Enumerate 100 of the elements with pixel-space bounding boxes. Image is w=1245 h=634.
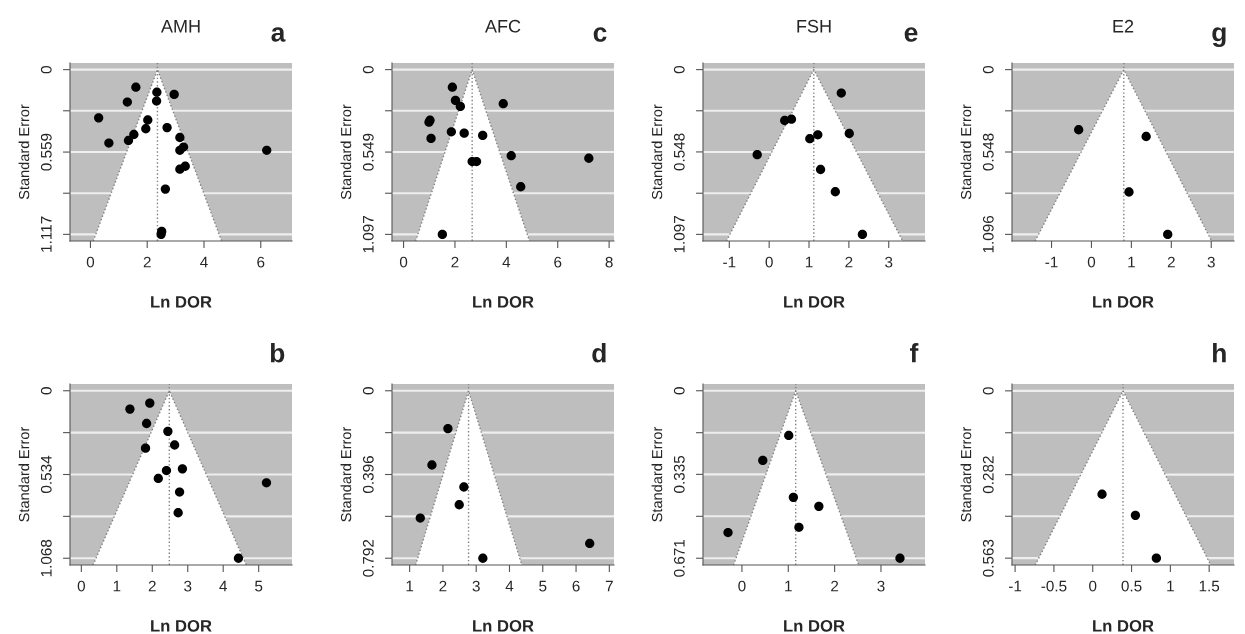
x-tick-label: 0 (1087, 256, 1096, 268)
point (163, 426, 173, 437)
x-tick-label: 1 (113, 580, 121, 592)
point (177, 464, 188, 474)
y-axis-title: Standard Error (960, 104, 972, 200)
point (145, 398, 155, 408)
x-tick-label: 0 (765, 256, 773, 268)
x-tick-label: 2 (845, 256, 853, 268)
x-tick-label: 4 (502, 256, 511, 268)
y-tick-label: 0 (40, 387, 52, 395)
text: h (1213, 343, 1226, 363)
x-tick-label: 4 (505, 580, 514, 592)
point (125, 404, 135, 414)
point (857, 229, 868, 240)
point (122, 97, 132, 107)
y-tick-label: 0.396 (362, 456, 374, 494)
point (175, 132, 185, 143)
point (160, 184, 171, 194)
point (1074, 125, 1084, 135)
point (437, 229, 448, 240)
point (788, 492, 799, 502)
y-tick-label: 0.282 (982, 456, 994, 494)
point (459, 128, 469, 138)
y-tick-label: 0 (982, 387, 994, 395)
y-axis-title: Standard Error (960, 426, 972, 522)
point (415, 513, 425, 523)
x-tick-label: 1 (805, 256, 813, 268)
point (815, 164, 826, 175)
point (1097, 489, 1107, 499)
chart-title: E2 (1113, 19, 1134, 33)
point (426, 133, 436, 144)
y-tick-label: 0 (362, 65, 374, 74)
point (443, 423, 453, 434)
x-tick-label: 2 (1167, 256, 1175, 268)
point (836, 88, 846, 98)
x-tick-label: 4 (200, 256, 208, 268)
point (129, 129, 139, 140)
point (813, 130, 823, 140)
point (830, 187, 840, 197)
point (131, 82, 141, 92)
x-axis-title: Ln DOR (473, 619, 534, 632)
point (498, 99, 508, 109)
point (455, 101, 466, 112)
y-axis-title: Standard Error (651, 104, 663, 200)
x-tick-label: 0 (738, 580, 746, 592)
point (585, 538, 595, 549)
x-axis-title: Ln DOR (784, 295, 845, 308)
y-tick-label: 0.563 (982, 539, 994, 577)
text: g (1212, 27, 1226, 47)
x-tick-label: 8 (605, 256, 613, 268)
x-axis-title: Ln DOR (1093, 295, 1154, 308)
text: a (271, 27, 286, 42)
y-tick-label: 0.559 (40, 133, 52, 171)
chart-title: FSH (797, 19, 831, 33)
point (758, 455, 768, 466)
y-tick-label: 1.068 (40, 539, 52, 577)
text: d (592, 343, 606, 363)
point (506, 151, 516, 161)
text: e (904, 27, 918, 42)
x-tick-label: 3 (877, 580, 885, 592)
point (123, 135, 134, 146)
x-tick-label: 6 (554, 256, 562, 268)
point (450, 95, 461, 106)
point (478, 130, 488, 141)
x-tick-label: 2 (143, 256, 151, 268)
y-axis-title: Standard Error (651, 426, 663, 522)
x-axis-title: Ln DOR (151, 619, 212, 632)
x-tick-label: 6 (257, 256, 265, 268)
point (174, 487, 185, 497)
point (478, 553, 488, 563)
x-tick-label: 2 (439, 580, 447, 592)
point (805, 134, 815, 144)
x-tick-label: 0 (86, 256, 95, 268)
y-tick-label: 0 (673, 387, 685, 395)
point (143, 115, 153, 125)
point (94, 113, 104, 123)
y-tick-label: 1.117 (41, 216, 52, 252)
x-tick-label: 5 (255, 580, 263, 592)
x-tick-label: 4 (219, 580, 227, 592)
x-tick-label: 7 (605, 580, 613, 592)
text: c (593, 27, 607, 42)
x-tick-label: -0.5 (1041, 580, 1067, 592)
x-tick-label: 1 (785, 580, 792, 592)
y-tick-label: 0.335 (673, 455, 685, 493)
x-axis-title: Ln DOR (151, 295, 212, 308)
y-tick-label: 0 (40, 65, 52, 74)
x-tick-label: 1 (1167, 580, 1174, 592)
y-tick-label: 0.671 (673, 539, 685, 577)
point (169, 89, 179, 100)
text: b (270, 343, 285, 363)
point (752, 149, 762, 160)
point (844, 128, 854, 139)
point (1151, 553, 1162, 563)
y-axis-title: Standard Error (340, 104, 352, 200)
y-axis-title: Standard Error (18, 104, 30, 200)
point (261, 478, 272, 488)
x-tick-label: 0 (399, 256, 408, 268)
point (141, 124, 151, 134)
x-tick-label: 3 (885, 256, 893, 268)
y-tick-label: 1.096 (982, 215, 994, 253)
